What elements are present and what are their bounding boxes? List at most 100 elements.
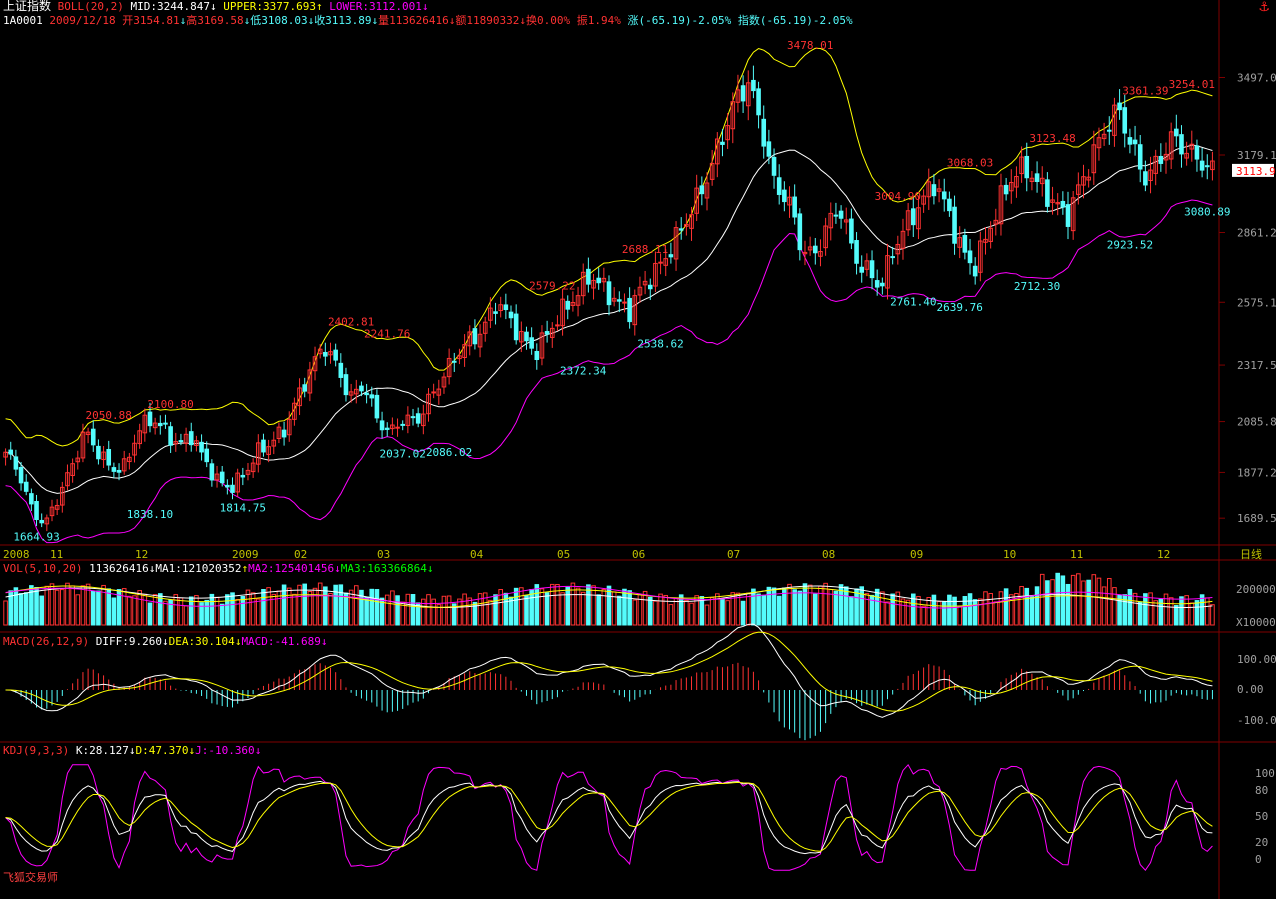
candle-body	[812, 245, 818, 254]
candle-body	[276, 426, 282, 440]
candle-body	[978, 240, 983, 273]
macd-dea: DEA:30.104	[168, 635, 235, 648]
candle-body	[751, 79, 756, 92]
candle-body	[983, 238, 988, 243]
volume-bar	[65, 582, 70, 626]
x-axis-label: 05	[557, 548, 570, 561]
last-price-label: 3113.9	[1236, 165, 1276, 178]
volume-bar	[849, 596, 854, 626]
volume-bar	[49, 583, 55, 626]
anchor-icon[interactable]: ⚓	[1258, 0, 1270, 15]
volume-bar	[39, 595, 44, 626]
candle-body	[8, 449, 14, 455]
candle-body	[694, 187, 699, 214]
high-annotation: 3478.01	[787, 39, 833, 52]
candle-body	[75, 457, 81, 463]
volume-bar	[467, 597, 473, 626]
high-annotation: 2402.81	[328, 316, 374, 329]
volume-bar	[967, 593, 973, 626]
y-tick-label: 2575.1	[1237, 296, 1276, 309]
volume-bar	[405, 593, 411, 626]
volume-bar	[709, 597, 715, 626]
y-tick-label: 1877.2	[1237, 466, 1276, 479]
candle-body	[519, 331, 524, 343]
high-annotation: 3123.48	[1029, 132, 1075, 145]
volume-bar	[23, 592, 29, 626]
candle-body	[1184, 152, 1189, 159]
volume-bar	[529, 588, 534, 626]
candle-body	[921, 195, 926, 205]
candle-body	[1045, 179, 1050, 207]
volume-bar	[508, 596, 514, 626]
kdj-d: D:47.370	[135, 744, 189, 757]
candle-body	[874, 280, 880, 288]
candle-body	[823, 225, 828, 249]
candle-body	[709, 162, 715, 180]
volume-bar	[188, 596, 194, 626]
volume-bar	[462, 593, 467, 626]
volume-bar	[34, 587, 39, 626]
candle-body	[1143, 171, 1148, 186]
candle-body	[637, 286, 643, 296]
high-annotation: 3361.39	[1122, 85, 1168, 98]
high-annotation: 2100.80	[147, 398, 193, 411]
kdj-header: KDJ(9,3,3) K:28.127↓D:47.370↓J:-10.360↓	[3, 744, 262, 757]
candle-body	[498, 304, 503, 312]
macd-tick-label: -100.00	[1237, 714, 1276, 727]
candle-body	[90, 428, 96, 446]
candle-body	[343, 374, 349, 396]
y-tick-label: 2317.5	[1237, 359, 1276, 372]
volume-bar	[286, 587, 292, 626]
volume-bar	[1014, 593, 1019, 626]
volume-bar	[1039, 573, 1045, 626]
candle-body	[106, 448, 112, 466]
candle-body	[1019, 156, 1024, 175]
volume-bar	[988, 592, 993, 626]
candle-body	[916, 207, 921, 230]
candle-body	[606, 281, 612, 306]
x-axis-label: 2009	[232, 548, 259, 561]
low-annotation: 2761.40	[890, 296, 936, 309]
candle-body	[132, 442, 137, 456]
volume-bar	[539, 588, 545, 626]
y-tick-label: 2861.2	[1237, 227, 1276, 240]
candle-body	[972, 265, 978, 277]
candle-body	[261, 439, 266, 453]
candle-body	[1189, 143, 1195, 150]
volume-bar	[647, 596, 653, 626]
low-annotation: 2712.30	[1014, 280, 1060, 293]
low-annotation: 1838.10	[127, 508, 173, 521]
volume-bar	[111, 597, 117, 626]
volume-bar	[787, 583, 792, 626]
candle-body	[286, 418, 292, 436]
volume-bar	[75, 594, 81, 626]
candle-body	[539, 332, 545, 359]
low-annotation: 2086.02	[426, 446, 472, 459]
candle-body	[1003, 184, 1009, 195]
candle-body	[1194, 145, 1200, 160]
volume-bar	[1122, 594, 1128, 626]
volume-bar	[1168, 597, 1174, 626]
volume-bar	[307, 590, 313, 626]
kdj-k-line	[5, 780, 1213, 855]
candle-body	[441, 376, 447, 388]
volume-bar	[859, 586, 865, 626]
candle-body	[199, 441, 204, 453]
candle-body	[776, 177, 782, 195]
candle-body	[1179, 134, 1184, 155]
candle-body	[245, 469, 251, 475]
volume-bar	[802, 583, 808, 626]
volume-bar	[204, 599, 210, 626]
candle-body	[462, 344, 467, 358]
candle-body	[359, 385, 364, 392]
candle-body	[493, 311, 498, 314]
x-axis-label: 06	[632, 548, 645, 561]
volume-bar	[132, 595, 137, 626]
volume-bar	[297, 584, 302, 626]
volume-bar	[818, 585, 823, 626]
candle-body	[895, 243, 901, 255]
candle-body	[962, 234, 968, 253]
macd-name: MACD(26,12,9)	[3, 635, 90, 648]
candle-body	[426, 393, 431, 415]
